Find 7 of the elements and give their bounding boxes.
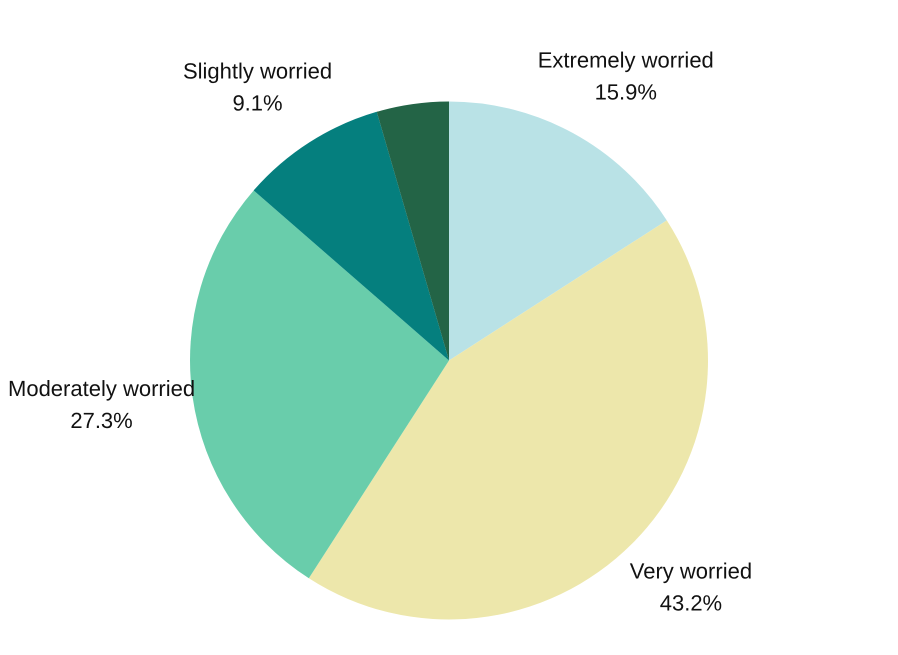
data-label: 43.2% xyxy=(660,590,722,616)
data-label: 15.9% xyxy=(594,79,657,104)
data-label: 9.1% xyxy=(232,90,283,116)
slice-label: Very worried xyxy=(630,558,752,584)
slice-label: Extremely worried xyxy=(538,47,714,72)
data-label: 27.3% xyxy=(70,408,133,434)
slice-label: Slightly worried xyxy=(182,58,332,84)
